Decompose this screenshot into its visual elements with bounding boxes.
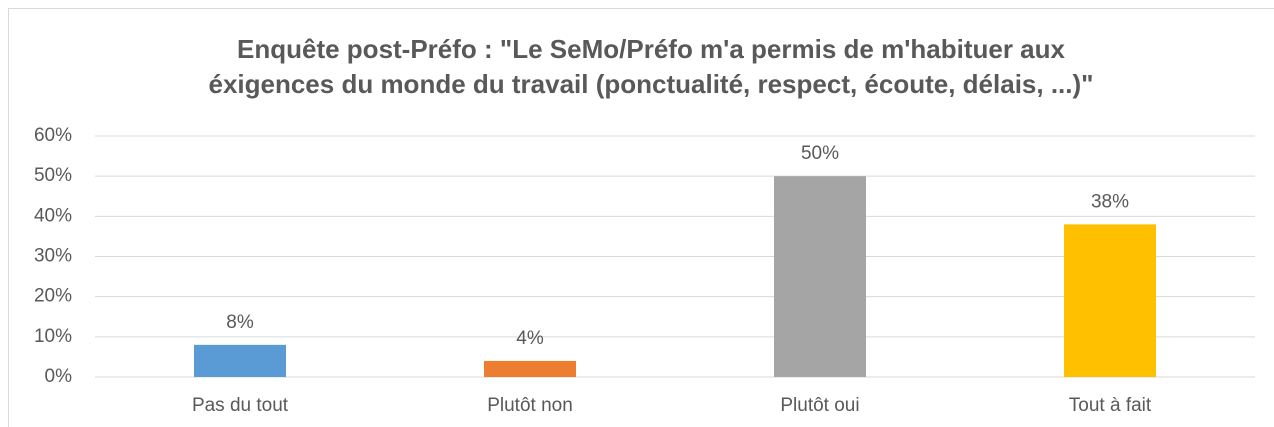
y-tick-label: 0% <box>45 366 73 387</box>
x-tick-label: Plutôt oui <box>780 395 859 416</box>
chart-title: Enquête post-Préfo : "Le SeMo/Préfo m'a … <box>237 34 1066 64</box>
bar <box>194 344 286 377</box>
x-tick-label: Plutôt non <box>487 395 573 416</box>
data-label: 8% <box>226 312 254 333</box>
y-tick-label: 60% <box>34 125 72 146</box>
bar <box>1064 224 1156 377</box>
x-tick-label: Tout à fait <box>1069 395 1152 416</box>
y-tick-label: 20% <box>34 286 72 307</box>
bar <box>774 176 866 377</box>
y-tick-label: 40% <box>34 205 72 226</box>
data-label: 4% <box>516 328 544 349</box>
y-tick-label: 10% <box>34 326 72 347</box>
x-tick-label: Pas du tout <box>192 395 289 416</box>
y-tick-label: 30% <box>34 246 72 267</box>
data-label: 38% <box>1091 191 1129 212</box>
chart-title: éxigences du monde du travail (ponctuali… <box>208 69 1093 99</box>
data-label: 50% <box>801 143 839 164</box>
y-tick-label: 50% <box>34 165 72 186</box>
bar <box>484 360 576 377</box>
